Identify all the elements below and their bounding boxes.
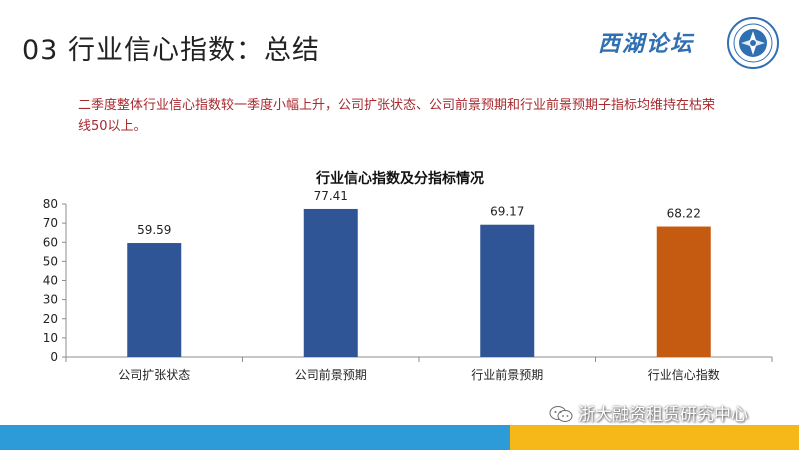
y-tick-label: 20 bbox=[43, 312, 58, 326]
y-tick-label: 60 bbox=[43, 235, 58, 249]
bar bbox=[480, 224, 535, 357]
bar-chart: 行业信心指数及分指标情况 0 10 20 30 40 50 60 70 80 59.59 公司扩张… bbox=[43, 170, 773, 382]
brand-logo: 西湖论坛 bbox=[598, 31, 695, 57]
bar-value-label: 69.17 bbox=[490, 205, 524, 219]
forum-seal-icon bbox=[727, 17, 779, 69]
watermark-text: 浙大融资租赁研究中心 bbox=[578, 405, 748, 425]
y-tick-label: 30 bbox=[43, 293, 58, 307]
y-tick-label: 50 bbox=[43, 254, 58, 268]
y-tick-label: 10 bbox=[43, 331, 58, 345]
y-tick-label: 40 bbox=[43, 274, 58, 288]
summary-text: 二季度整体行业信心指数较一季度小幅上升，公司扩张状态、公司前景预期和行业前景预期… bbox=[78, 98, 716, 134]
page-title: 03 行业信心指数：总结 bbox=[22, 35, 320, 66]
footer-band-yellow bbox=[510, 425, 799, 450]
bar bbox=[127, 243, 182, 357]
footer-band-blue bbox=[0, 425, 510, 450]
bar-value-label: 59.59 bbox=[137, 223, 171, 237]
wechat-icon bbox=[549, 406, 573, 422]
y-tick-label: 0 bbox=[50, 350, 58, 364]
bar-value-label: 77.41 bbox=[314, 189, 348, 203]
watermark: 浙大融资租赁研究中心 bbox=[548, 400, 748, 425]
x-tick-label: 行业前景预期 bbox=[471, 367, 543, 382]
bar-value-label: 68.22 bbox=[667, 207, 701, 221]
chart-title: 行业信心指数及分指标情况 bbox=[315, 170, 484, 187]
x-tick-label: 公司扩张状态 bbox=[118, 368, 190, 382]
bar bbox=[303, 208, 358, 357]
y-tick-label: 80 bbox=[43, 197, 58, 211]
bar bbox=[656, 226, 711, 357]
x-tick-label: 公司前景预期 bbox=[295, 367, 367, 382]
x-tick-label: 行业信心指数 bbox=[648, 367, 720, 382]
y-tick-label: 70 bbox=[43, 216, 58, 230]
